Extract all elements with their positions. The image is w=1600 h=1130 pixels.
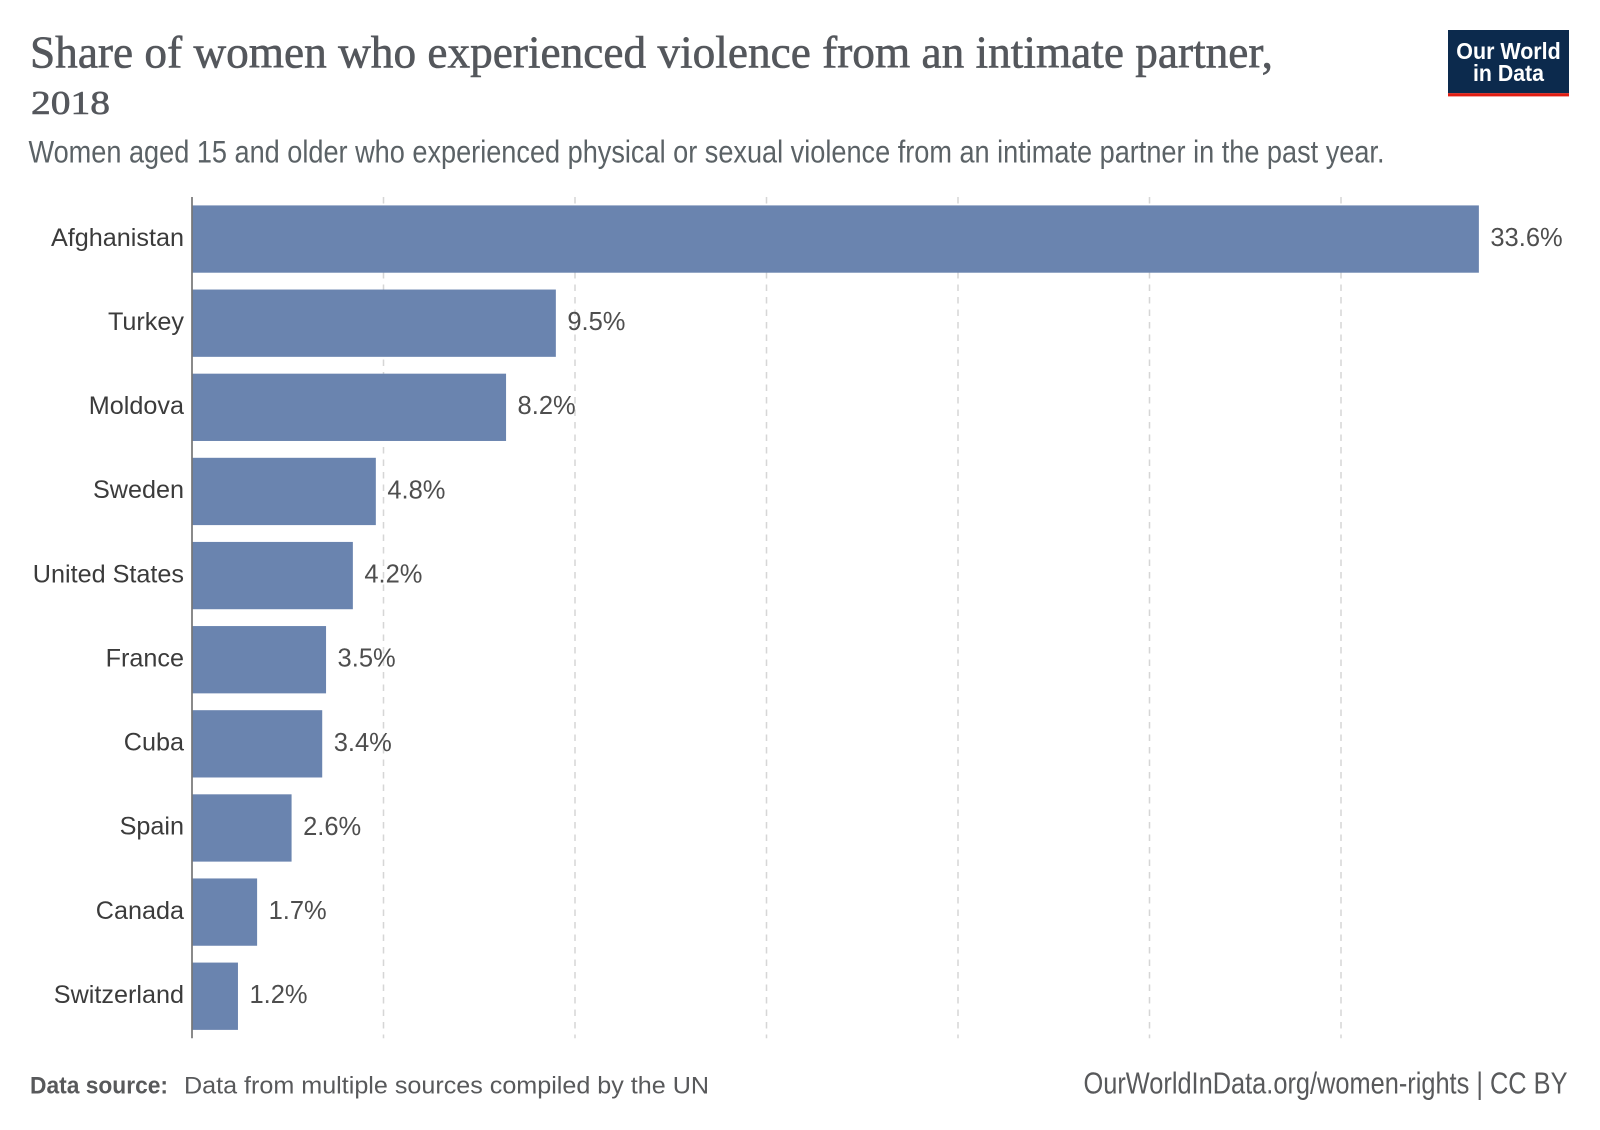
svg-text:United States: United States — [33, 560, 184, 588]
svg-text:33.6%: 33.6% — [1490, 224, 1562, 252]
svg-text:Data from multiple sources com: Data from multiple sources compiled by t… — [184, 1073, 709, 1100]
svg-text:France: France — [106, 644, 184, 672]
svg-text:Spain: Spain — [120, 813, 184, 841]
svg-text:Canada: Canada — [96, 897, 185, 925]
svg-text:4.8%: 4.8% — [387, 476, 445, 504]
svg-text:2.6%: 2.6% — [303, 813, 361, 841]
svg-text:1.7%: 1.7% — [269, 897, 327, 925]
svg-text:in Data: in Data — [1473, 60, 1545, 86]
svg-text:2018: 2018 — [31, 85, 110, 122]
svg-text:Switzerland: Switzerland — [54, 981, 184, 1009]
svg-text:4.2%: 4.2% — [364, 560, 422, 588]
svg-text:OurWorldInData.org/women-right: OurWorldInData.org/women-rights | CC BY — [1084, 1067, 1568, 1101]
svg-text:9.5%: 9.5% — [567, 308, 625, 336]
svg-text:Sweden: Sweden — [93, 476, 184, 504]
svg-text:Turkey: Turkey — [108, 308, 184, 336]
svg-text:3.5%: 3.5% — [338, 645, 396, 673]
svg-text:1.2%: 1.2% — [249, 981, 307, 1009]
svg-text:3.4%: 3.4% — [334, 729, 392, 757]
svg-text:Moldova: Moldova — [89, 392, 185, 420]
svg-text:8.2%: 8.2% — [518, 392, 576, 420]
svg-text:Our World: Our World — [1456, 38, 1560, 64]
svg-text:Data source:: Data source: — [30, 1073, 168, 1100]
svg-text:Afghanistan: Afghanistan — [51, 224, 184, 252]
svg-text:Women aged 15 and older who ex: Women aged 15 and older who experienced … — [29, 134, 1385, 170]
svg-text:Share of women who experienced: Share of women who experienced violence … — [30, 27, 1273, 78]
svg-text:Cuba: Cuba — [124, 729, 185, 757]
